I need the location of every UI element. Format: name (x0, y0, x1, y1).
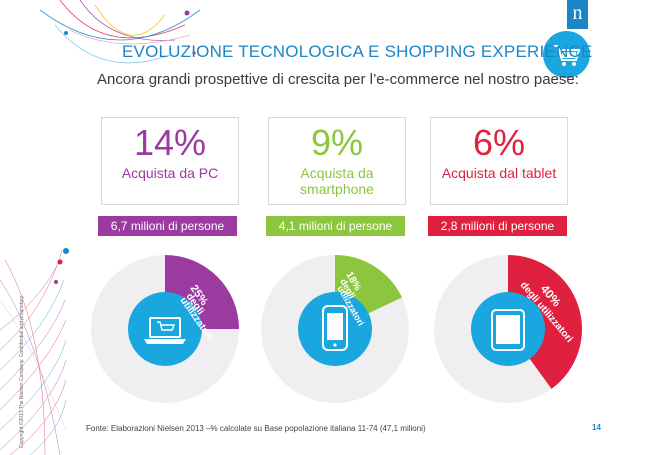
people-bar-smartphone: 4,1 milioni di persone (266, 216, 405, 236)
stat-card-smartphone: 9% Acquista da smartphone (268, 117, 406, 205)
copyright-note: Copyright ©2013 The Nielsen Company. Con… (19, 294, 25, 448)
people-bar-tablet: 2,8 milioni di persone (428, 216, 567, 236)
wheel-pc: 25% degli utilizzatori (91, 255, 239, 403)
decor-dot-magenta (54, 280, 58, 284)
wheel-smartphone: 18% degli utilizzatori (261, 255, 409, 403)
wheel-pc-icon-circle (128, 292, 202, 366)
tablet-icon (491, 309, 525, 351)
people-bar-pc: 6,7 milioni di persone (98, 216, 237, 236)
laptop-cart-icon (144, 317, 186, 344)
stat-label-smartphone-line2: smartphone (300, 181, 374, 197)
stat-percent-tablet: 6% (472, 122, 526, 163)
nielsen-logo: n (567, 0, 588, 29)
decor-dot-small (192, 51, 196, 55)
decor-dot-purple (184, 10, 190, 16)
wheel-tablet: 40% degli utilizzatori (434, 255, 583, 403)
slide-title: EVOLUZIONE TECNOLOGICA E SHOPPING EXPERI… (122, 42, 593, 61)
stat-card-pc: 14% Acquista da PC (101, 117, 239, 205)
page-number: 14 (592, 423, 601, 432)
left-mesh (0, 249, 67, 455)
stat-percent-pc: 14% (133, 122, 207, 163)
decor-dot-red (57, 259, 63, 265)
top-left-curves (39, 0, 201, 64)
source-note: Fonte: Elaborazioni Nielsen 2013 –% calc… (86, 424, 426, 433)
stat-label-smartphone-line1: Acquista da (300, 165, 374, 181)
stat-card-tablet: 6% Acquista dal tablet (430, 117, 568, 205)
slide-subtitle: Ancora grandi prospettive di crescita pe… (97, 71, 579, 88)
smartphone-icon (322, 305, 348, 351)
wheel-tablet-segment (508, 255, 583, 389)
decor-dot-blue (64, 31, 68, 35)
stat-percent-smartphone: 9% (310, 122, 364, 163)
decor-dot-pink (63, 248, 69, 254)
shopping-cart-icon (543, 31, 590, 78)
stat-label-pc: Acquista da PC (121, 165, 219, 181)
stat-label-tablet: Acquista dal tablet (441, 165, 557, 181)
